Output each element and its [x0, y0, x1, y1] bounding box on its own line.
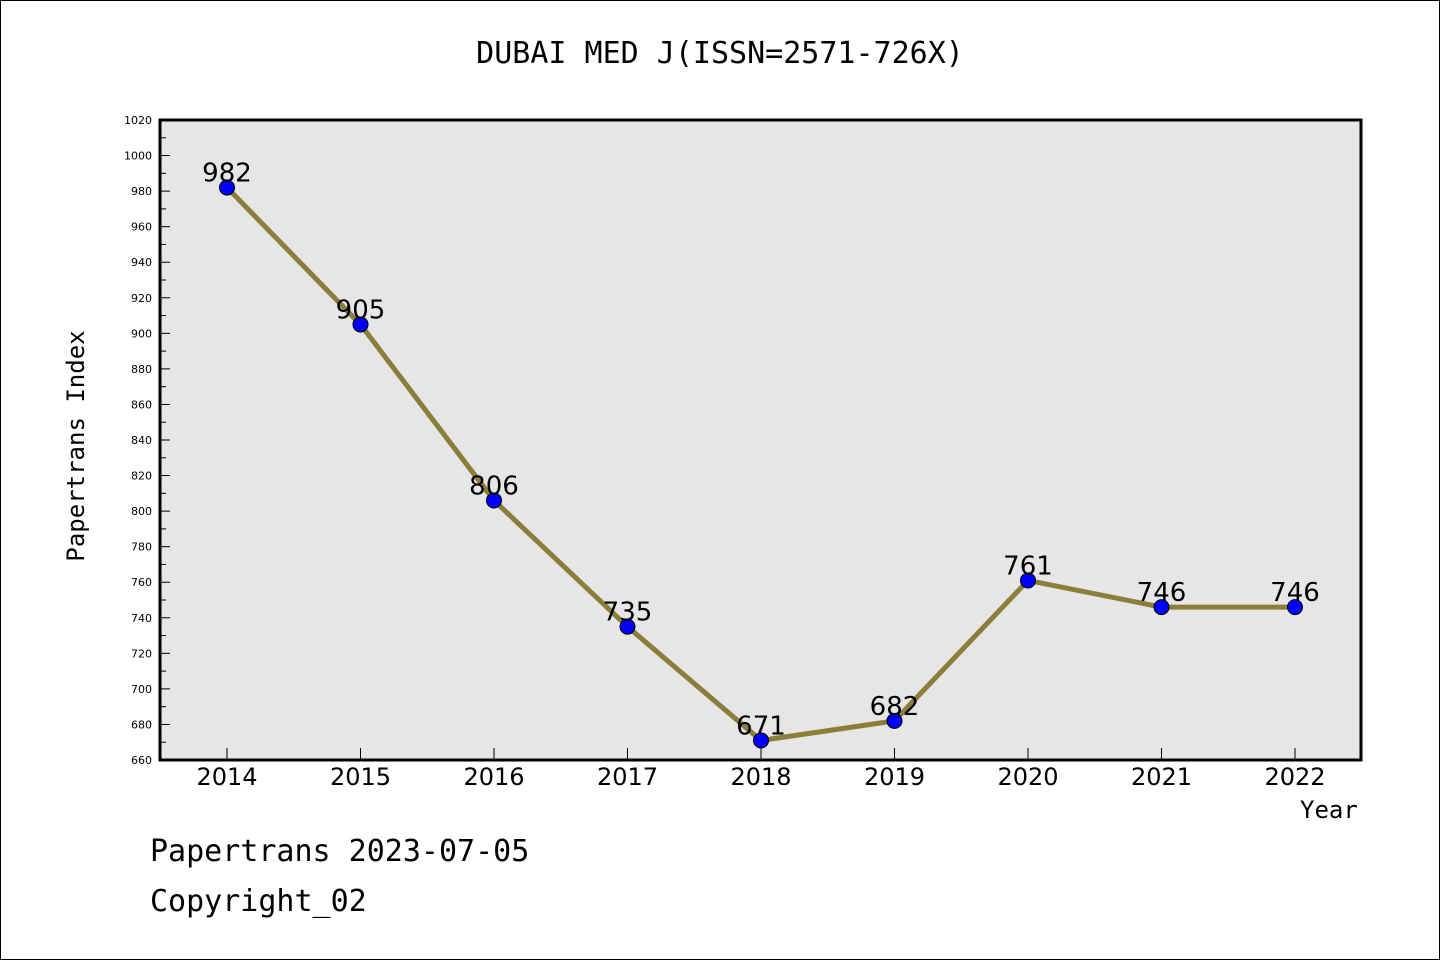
- x-tick-label: 2020: [997, 763, 1058, 791]
- y-tick-label: 920: [131, 292, 152, 305]
- footer-date: Papertrans 2023-07-05: [150, 834, 530, 869]
- x-tick-label: 2016: [463, 763, 524, 791]
- data-label: 746: [1270, 578, 1320, 608]
- x-tick-label: 2017: [597, 763, 658, 791]
- y-tick-label: 860: [131, 398, 152, 411]
- y-tick-label: 1000: [124, 150, 152, 163]
- data-label: 761: [1003, 551, 1053, 581]
- data-label: 806: [469, 471, 519, 501]
- y-tick-label: 820: [131, 470, 152, 483]
- y-tick-label: 780: [131, 541, 152, 554]
- data-point: [352, 316, 369, 333]
- y-tick-label: 680: [131, 718, 152, 731]
- y-tick-label: 980: [131, 185, 152, 198]
- data-point: [1020, 572, 1036, 589]
- data-point: [486, 492, 502, 509]
- x-tick-label: 2015: [330, 763, 391, 791]
- data-label: 682: [870, 692, 920, 722]
- y-tick-label: 760: [131, 576, 152, 589]
- x-tick-label: 2021: [1131, 763, 1192, 791]
- y-tick-label: 960: [131, 221, 152, 234]
- data-point: [1287, 599, 1303, 616]
- data-label: 735: [603, 598, 653, 628]
- y-tick-label: 700: [131, 683, 152, 696]
- data-point: [1153, 599, 1170, 616]
- x-tick-label: 2018: [730, 763, 791, 791]
- axis-ticks: 660 680 700 720 740 760 780 800 820 840 860 880 900 9…: [124, 114, 1326, 791]
- y-tick-label: 880: [131, 363, 152, 376]
- points-layer: [219, 179, 1303, 749]
- data-point: [886, 712, 903, 729]
- y-tick-label: 660: [131, 754, 152, 767]
- data-label: 982: [202, 159, 252, 189]
- data-label: 746: [1137, 578, 1187, 608]
- x-tick-label: 2019: [864, 763, 925, 791]
- x-tick-label: 2014: [196, 763, 257, 791]
- data-point: [619, 618, 636, 635]
- y-tick-label: 940: [131, 256, 152, 269]
- y-tick-label: 1020: [124, 114, 152, 127]
- y-tick-label: 800: [131, 505, 152, 518]
- x-tick-label: 2022: [1264, 763, 1325, 791]
- footer-copyright: Copyright_02: [150, 884, 367, 919]
- data-label: 671: [736, 711, 786, 741]
- chart-title: DUBAI MED J(ISSN=2571-726X): [476, 36, 964, 71]
- y-tick-label: 720: [131, 647, 152, 660]
- x-axis-label: Year: [1300, 796, 1358, 824]
- plot-area: [158, 118, 1363, 762]
- y-tick-label: 840: [131, 434, 152, 447]
- data-labels-layer: 982 905 806 735 671 682 761 746 746: [202, 159, 1320, 742]
- data-point: [753, 732, 769, 749]
- data-label: 905: [336, 295, 386, 325]
- y-tick-label: 740: [131, 612, 152, 625]
- y-tick-label: 900: [131, 327, 152, 340]
- data-point: [219, 179, 235, 196]
